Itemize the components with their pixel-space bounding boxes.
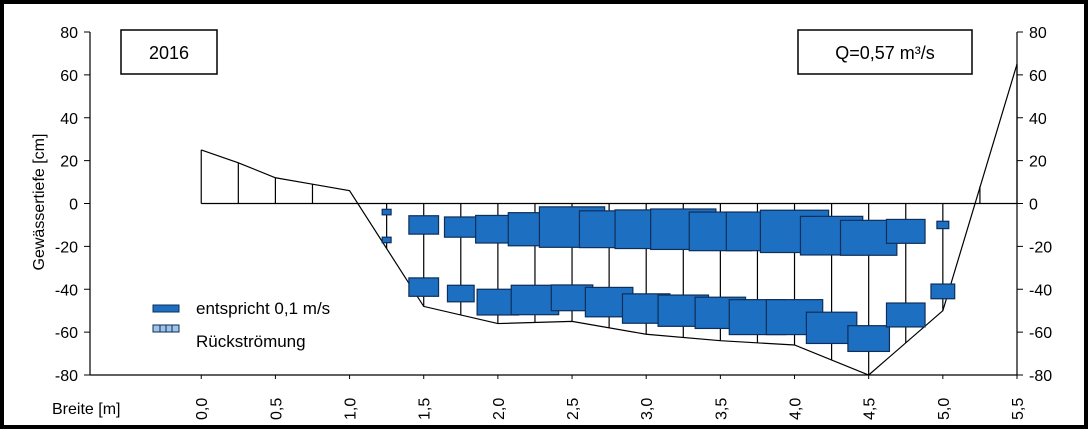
y-tick-label-left: 20 (60, 154, 78, 171)
legend: entspricht 0,1 m/s Rückströmung (152, 299, 330, 351)
velocity-bar (885, 218, 926, 244)
velocity-bars-group (381, 206, 956, 353)
x-tick-label: 4,5 (862, 398, 879, 420)
x-tick-label: 5,0 (936, 398, 953, 420)
x-tick-label: 2,0 (491, 398, 508, 420)
velocity-bar (446, 284, 475, 303)
y-tick-label-right: 60 (1029, 68, 1047, 85)
x-tick-label: 0,5 (268, 398, 285, 420)
y-tick-label-right: -80 (1029, 368, 1052, 385)
y-tick-label-left: 80 (60, 25, 78, 42)
velocity-bar (930, 283, 956, 300)
x-tick-label: 1,5 (417, 398, 434, 420)
velocity-bar (847, 325, 891, 353)
tick-labels-group: 80 80 60 60 40 40 20 20 0 0 -20 -20 -40 -40 -60 -60 -80 -… (55, 25, 1052, 420)
y-tick-label-right: 20 (1029, 154, 1047, 171)
x-tick-label: 4,0 (788, 398, 805, 420)
y-tick-label-left: 0 (69, 197, 78, 214)
y-tick-label-right: -20 (1029, 239, 1052, 256)
velocity-bar (443, 216, 478, 238)
velocity-bar (408, 215, 440, 235)
legend-flow-swatch (152, 304, 180, 313)
y-axis-title: Gewässertiefe [cm] (31, 134, 48, 271)
y-tick-label-left: 40 (60, 111, 78, 128)
y-tick-label-left: -40 (55, 282, 78, 299)
y-tick-label-right: 80 (1029, 25, 1047, 42)
y-tick-label-left: 60 (60, 68, 78, 85)
x-tick-label: 1,0 (343, 398, 360, 420)
legend-backflow-label: Rückströmung (196, 332, 306, 351)
legend-flow-label: entspricht 0,1 m/s (196, 299, 330, 318)
y-tick-label-right: 0 (1029, 197, 1038, 214)
y-tick-label-left: -20 (55, 239, 78, 256)
velocity-bar (381, 208, 392, 216)
x-tick-label: 2,5 (565, 398, 582, 420)
discharge-box (797, 29, 973, 75)
x-tick-label: 5,5 (1010, 398, 1027, 420)
x-tick-label: 3,0 (639, 398, 656, 420)
y-tick-label-left: -80 (55, 368, 78, 385)
y-tick-label-right: -60 (1029, 325, 1052, 342)
year-box (120, 29, 218, 75)
y-tick-label-left: -60 (55, 325, 78, 342)
velocity-bar (381, 236, 392, 244)
x-axis-title: Breite [m] (52, 401, 120, 418)
x-tick-label: 3,5 (713, 398, 730, 420)
y-tick-label-right: -40 (1029, 282, 1052, 299)
x-tick-label: 0,0 (194, 398, 211, 420)
y-tick-label-right: 40 (1029, 111, 1047, 128)
discharge-label: Q=0,57 m³/s (835, 43, 935, 63)
velocity-bar (936, 220, 950, 230)
velocity-bar (408, 277, 440, 297)
year-label: 2016 (149, 43, 189, 63)
velocity-bar (885, 302, 926, 328)
